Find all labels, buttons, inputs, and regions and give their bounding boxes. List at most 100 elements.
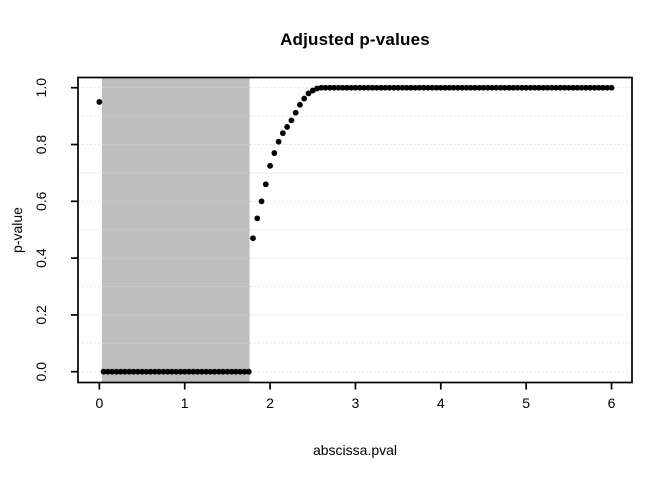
data-point: [190, 368, 197, 375]
data-point: [318, 84, 325, 91]
data-point: [352, 84, 359, 91]
data-point: [233, 368, 239, 375]
data-point: [254, 215, 261, 222]
data-point: [113, 368, 120, 375]
data-point: [267, 162, 273, 169]
data-point: [339, 84, 346, 91]
y-tick-label: 1.0: [33, 78, 49, 98]
data-point: [181, 368, 188, 375]
data-point: [548, 84, 555, 91]
y-axis-label: p-value: [9, 207, 25, 253]
data-point: [446, 84, 453, 91]
data-point: [454, 84, 461, 91]
data-point: [335, 84, 342, 91]
data-point: [390, 84, 397, 91]
data-point: [565, 84, 572, 91]
data-point: [570, 84, 577, 91]
data-point: [147, 368, 154, 375]
data-point: [480, 84, 487, 91]
data-point: [574, 84, 581, 91]
data-point: [608, 84, 615, 91]
data-point: [301, 95, 308, 102]
data-point: [194, 368, 201, 375]
x-tick-label: 3: [352, 395, 360, 411]
chart-title: Adjusted p-values: [280, 30, 430, 49]
data-point: [96, 99, 103, 105]
data-point: [506, 84, 512, 91]
data-point: [442, 84, 448, 91]
data-point: [130, 368, 137, 375]
data-point: [104, 368, 111, 375]
data-point: [331, 84, 337, 91]
data-point: [467, 84, 474, 91]
data-point: [245, 368, 252, 375]
data-point: [369, 84, 376, 91]
data-point: [258, 198, 265, 205]
data-point: [497, 84, 504, 91]
y-tick-label: 0.0: [33, 362, 49, 382]
data-point: [604, 84, 611, 91]
data-point: [361, 84, 367, 91]
data-point: [122, 368, 128, 375]
data-point: [600, 84, 606, 91]
data-point: [160, 368, 167, 375]
data-point: [211, 368, 218, 375]
data-point: [275, 138, 282, 145]
data-point: [501, 84, 508, 91]
data-point: [220, 368, 227, 375]
x-tick-label: 0: [95, 395, 103, 411]
x-tick-label: 2: [266, 395, 274, 411]
x-tick-label: 1: [181, 395, 189, 411]
data-point: [493, 84, 500, 91]
data-point: [557, 84, 564, 91]
data-point: [429, 84, 436, 91]
data-point: [395, 84, 402, 91]
data-point: [378, 84, 384, 91]
data-point: [403, 84, 410, 91]
data-point: [523, 84, 530, 91]
data-point: [356, 84, 363, 91]
data-point: [518, 84, 525, 91]
data-point: [450, 84, 457, 91]
data-point: [164, 368, 171, 375]
data-point: [510, 84, 517, 91]
data-point: [420, 84, 427, 91]
x-axis-label: abscissa.pval: [312, 442, 398, 458]
data-point: [531, 84, 538, 91]
data-point: [399, 84, 406, 91]
data-point: [595, 84, 602, 91]
data-point: [348, 84, 355, 91]
data-point: [514, 84, 521, 91]
data-point: [262, 181, 269, 188]
data-point: [343, 84, 350, 91]
data-point: [139, 368, 145, 375]
data-point: [433, 84, 440, 91]
data-point: [186, 368, 192, 375]
data-point: [292, 109, 299, 116]
data-point: [143, 368, 150, 375]
data-point: [271, 150, 278, 156]
data-point: [476, 84, 483, 91]
data-point: [373, 84, 380, 91]
data-point: [591, 84, 598, 91]
data-point: [527, 84, 534, 91]
data-point: [284, 124, 291, 130]
y-tick-label: 0.8: [33, 135, 49, 155]
data-point: [536, 84, 542, 91]
data-point: [583, 84, 589, 91]
data-point: [134, 368, 141, 375]
data-point: [540, 84, 547, 91]
data-point: [215, 368, 222, 375]
data-point: [207, 368, 214, 375]
data-point: [386, 84, 393, 91]
data-point: [484, 84, 491, 91]
data-point: [109, 368, 116, 375]
data-point: [561, 84, 568, 91]
x-tick-label: 4: [437, 395, 445, 411]
data-point: [322, 84, 329, 91]
data-point: [250, 235, 256, 242]
data-point: [416, 84, 423, 91]
data-point: [544, 84, 551, 91]
data-point: [151, 368, 158, 375]
